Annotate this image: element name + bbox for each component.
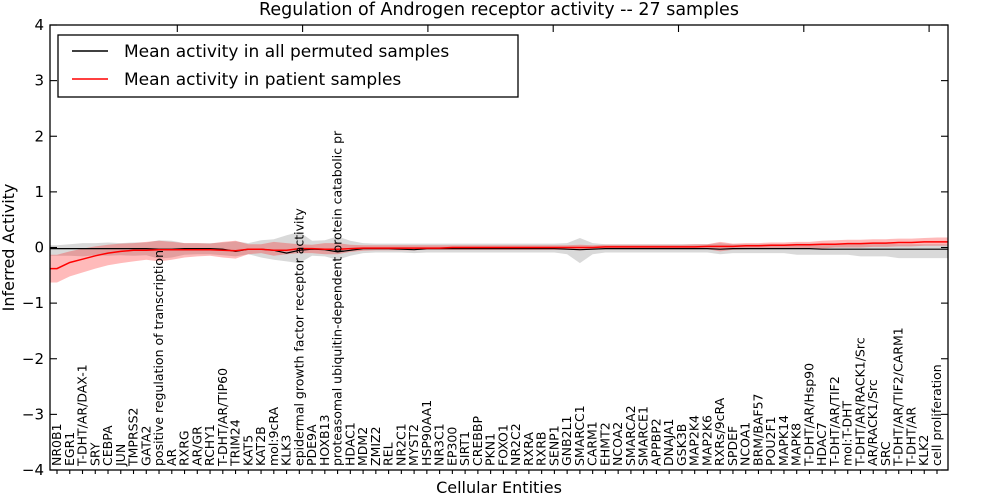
chart-title: Regulation of Androgen receptor activity… — [259, 0, 739, 20]
x-tick-label: MYST2 — [406, 424, 421, 466]
legend-label-permuted: Mean activity in all permuted samples — [124, 42, 449, 62]
x-tick-label: NR3C1 — [432, 423, 447, 466]
y-tick-label: 4 — [34, 16, 44, 34]
mean-lines — [50, 241, 948, 270]
mean-line-permuted — [50, 248, 948, 254]
y-tick-label: −4 — [22, 461, 44, 479]
x-tick-label: EP300 — [444, 427, 459, 466]
x-tick-labels: NR0B1EGR1T-DHT/AR/DAX-1SRYCEBPAJUNTMPRSS… — [49, 130, 944, 467]
x-tick-label: SRY — [87, 442, 102, 466]
legend: Mean activity in all permuted samples Me… — [57, 34, 519, 98]
x-tick-label: T-DHT/AR/TIF2/CARM1 — [891, 327, 906, 467]
x-tick-label: AR/RACK1/Src — [865, 379, 880, 466]
x-tick-label: CREBBP — [470, 416, 485, 466]
x-tick-label: KLK3 — [279, 435, 294, 466]
x-tick-label: SMARCE1 — [636, 406, 651, 466]
x-tick-label: KAT5 — [240, 435, 255, 466]
x-tick-label: PKN1 — [483, 433, 498, 466]
y-tick-label: −3 — [22, 405, 44, 423]
x-tick-label: PDE9A — [304, 424, 319, 466]
x-tick-label: GSK3B — [674, 424, 689, 466]
x-tick-label: RXRB — [534, 431, 549, 466]
x-tick-label: TRIM24 — [228, 419, 243, 467]
x-tick-label: NR2C2 — [508, 423, 523, 466]
x-tick-label: SRC — [878, 441, 893, 466]
x-tick-label: T-DHT/AR/Hsp90 — [802, 363, 817, 467]
x-axis-label: Cellular Entities — [436, 478, 562, 497]
y-tick-label: 0 — [34, 239, 44, 257]
x-tick-label: mol:9cRA — [266, 406, 281, 466]
x-tick-label: SENP1 — [546, 425, 561, 466]
x-tick-label: RCHY1 — [202, 424, 217, 466]
x-tick-label: RXRG — [177, 430, 192, 466]
x-tick-label: KAT2B — [253, 426, 268, 466]
mean-line-patient — [50, 241, 948, 270]
x-tick-label: EHMT2 — [597, 422, 612, 466]
x-tick-label: APPBP2 — [648, 418, 663, 466]
x-tick-label: epidermal growth factor receptor activit… — [291, 208, 306, 466]
x-tick-label: EGR1 — [62, 432, 77, 466]
x-tick-label: NCOA2 — [610, 422, 625, 466]
x-tick-label: T-DHT/AR — [904, 407, 919, 467]
x-tick-label: SMARCC1 — [572, 405, 587, 466]
y-axis-label: Inferred Activity — [0, 184, 18, 312]
x-tick-label: GNB2L1 — [559, 416, 574, 466]
x-tick-label: BRM/BAF57 — [750, 394, 765, 466]
x-tick-label: KLK2 — [916, 435, 931, 466]
x-tick-label: MDM2 — [355, 427, 370, 466]
x-tick-label: AR/GR — [189, 426, 204, 466]
x-tick-label: cell proliferation — [929, 364, 944, 466]
x-tick-label: RXRs/9cRA — [712, 397, 727, 466]
x-tick-label: REL — [381, 442, 396, 466]
x-tick-label: SIRT1 — [457, 431, 472, 466]
x-tick-label: proteasomal ubiquitin-dependent protein … — [330, 130, 345, 466]
x-tick-label: positive regulation of transcription — [151, 250, 166, 466]
x-tick-label: RXRA — [521, 432, 536, 466]
x-tick-label: MAPK14 — [776, 415, 791, 466]
x-tick-label: NCOA1 — [738, 422, 753, 466]
confidence-bands — [50, 231, 948, 283]
x-tick-label: JUN — [113, 444, 128, 467]
x-tick-label: HDAC7 — [814, 422, 829, 466]
x-tick-label: ZMIZ2 — [368, 426, 383, 466]
y-tick-labels: −4 −3 −2 −1 0 1 2 3 4 — [22, 16, 44, 479]
x-tick-label: FOXO1 — [495, 424, 510, 466]
x-tick-label: DNAJA1 — [661, 419, 676, 467]
x-tick-label: MAPK8 — [789, 423, 804, 466]
x-tick-label: T-DHT/AR/TIF2 — [827, 376, 842, 467]
x-tick-label: AR — [164, 448, 179, 466]
x-tick-label: SMARCA2 — [623, 405, 638, 466]
x-tick-label: MAP2K6 — [699, 415, 714, 466]
y-tick-label: 3 — [34, 72, 44, 90]
x-tick-label: CARM1 — [585, 421, 600, 466]
x-tick-label: mol:T-DHT — [840, 400, 855, 466]
x-tick-label: HDAC1 — [342, 422, 357, 466]
x-tick-label: TMPRSS2 — [126, 408, 141, 467]
y-tick-label: −1 — [22, 294, 44, 312]
axis-ticks — [50, 24, 948, 474]
x-tick-label: POU2F1 — [763, 416, 778, 466]
x-tick-label: T-DHT/AR/TIP60 — [215, 368, 230, 467]
x-tick-label: T-DHT/AR/RACK1/Src — [853, 337, 868, 467]
legend-box — [57, 34, 519, 98]
x-tick-label: HOXB13 — [317, 415, 332, 466]
x-tick-label: GATA2 — [138, 426, 153, 466]
x-tick-label: MAP2K4 — [687, 415, 702, 466]
legend-label-patient: Mean activity in patient samples — [124, 70, 401, 90]
y-tick-label: 2 — [34, 127, 44, 145]
x-tick-label: T-DHT/AR/DAX-1 — [75, 364, 90, 467]
x-tick-label: SPDEF — [725, 426, 740, 466]
y-tick-label: 1 — [34, 183, 44, 201]
y-tick-label: −2 — [22, 350, 44, 368]
x-tick-label: HSP90AA1 — [419, 400, 434, 466]
x-tick-label: CEBPA — [100, 425, 115, 466]
x-tick-label: NR0B1 — [49, 423, 64, 466]
x-tick-label: NR2C1 — [393, 423, 408, 466]
